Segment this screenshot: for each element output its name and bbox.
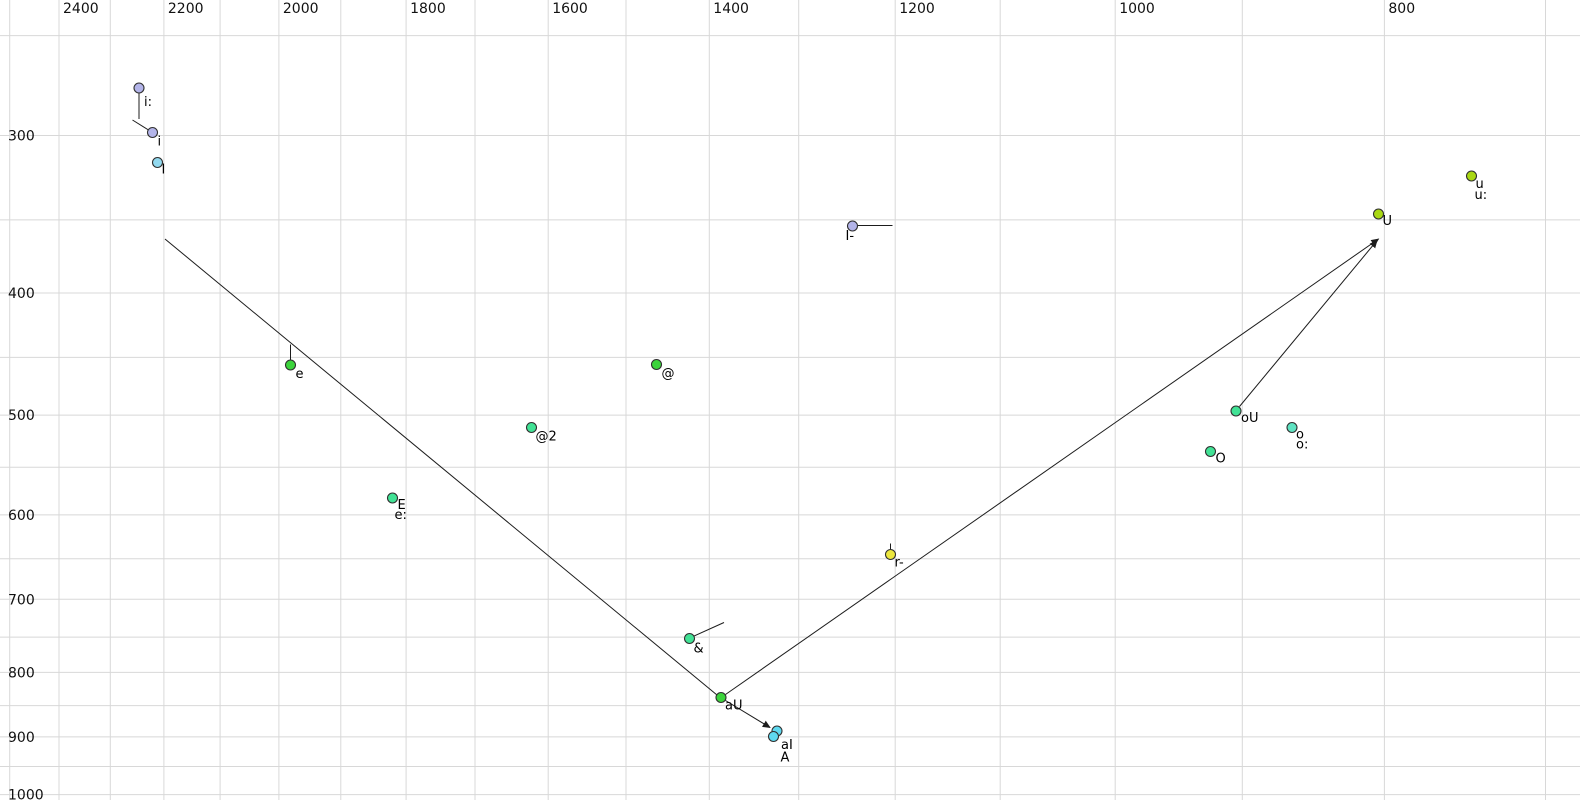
- point-label-I: I: [162, 163, 166, 178]
- point-label-O: O: [1216, 452, 1226, 467]
- point-label-@2: @2: [536, 430, 557, 445]
- data-point-o: [1286, 421, 1298, 434]
- axis-tick-labels: 2400 2200 2000 1800 1600 1400 1200 1000 800 300 40…: [8, 1, 1415, 800]
- data-point-r-: [884, 548, 897, 561]
- trajectory-front-diagonal: [164, 238, 718, 696]
- point-label-&: &: [694, 642, 704, 657]
- x-tick-label-800: 800: [1388, 1, 1415, 17]
- x-tick-label-1200: 1200: [899, 1, 935, 17]
- y-tick-label-700: 700: [8, 592, 35, 608]
- point-label-A: A: [781, 751, 790, 766]
- data-point-I: [151, 156, 164, 169]
- data-point-U: [1372, 208, 1385, 220]
- point-label-E-alt: e:: [395, 508, 407, 523]
- point-label-e: e: [296, 367, 304, 382]
- data-point-I-: [846, 220, 859, 232]
- point-label-u: u: [1476, 177, 1484, 192]
- whisker-ae: [692, 622, 725, 637]
- point-label-o: o: [1296, 428, 1304, 443]
- x-tick-label-1600: 1600: [552, 1, 588, 17]
- point-label-E: E: [398, 498, 406, 513]
- point-label-i: i: [158, 135, 162, 150]
- data-point-O: [1204, 445, 1217, 458]
- arrow-aU-to-aI: [725, 700, 771, 728]
- data-point-A: [767, 730, 780, 743]
- data-point-aU: [715, 691, 727, 704]
- data-point-@: [650, 358, 663, 371]
- arrow-aU-to-U: [725, 238, 1380, 695]
- point-label-@: @: [662, 367, 675, 382]
- point-label-aI: aI: [781, 738, 793, 753]
- x-tick-label-2400: 2400: [63, 1, 99, 17]
- point-label-aU: aU: [725, 699, 742, 714]
- data-point-@2: [525, 421, 538, 434]
- point-label-i:: i:: [144, 95, 152, 110]
- y-tick-label-1000: 1000: [8, 788, 44, 800]
- x-tick-label-1400: 1400: [713, 1, 749, 17]
- data-point-&: [683, 632, 696, 645]
- y-tick-label-900: 900: [8, 730, 35, 746]
- data-points: [133, 82, 1478, 743]
- point-label-u-alt: u:: [1475, 188, 1488, 203]
- x-tick-label-1000: 1000: [1119, 1, 1155, 17]
- x-tick-label-2000: 2000: [283, 1, 319, 17]
- data-point-E: [386, 492, 399, 504]
- trajectory-lines: [132, 93, 1380, 728]
- y-tick-label-600: 600: [8, 508, 35, 524]
- point-label-U: U: [1383, 214, 1393, 229]
- data-point-u: [1465, 170, 1478, 182]
- y-tick-label-500: 500: [8, 408, 35, 424]
- arrow-oU-to-U: [1239, 239, 1378, 407]
- data-point-oU: [1230, 405, 1242, 417]
- y-tick-label-400: 400: [8, 286, 35, 302]
- point-label-r-: r-: [895, 556, 905, 571]
- point-label-I-: I-: [846, 229, 855, 244]
- point-label-o-alt: o:: [1296, 438, 1308, 453]
- x-tick-label-2200: 2200: [168, 1, 204, 17]
- y-tick-label-800: 800: [8, 665, 35, 681]
- data-point-i: [146, 126, 159, 139]
- data-point-e: [284, 359, 297, 371]
- data-point-i:: [133, 82, 145, 94]
- point-label-oU: oU: [1241, 411, 1258, 426]
- x-tick-label-1800: 1800: [410, 1, 446, 17]
- y-tick-label-300: 300: [8, 129, 35, 145]
- whisker-into-i: [132, 119, 149, 131]
